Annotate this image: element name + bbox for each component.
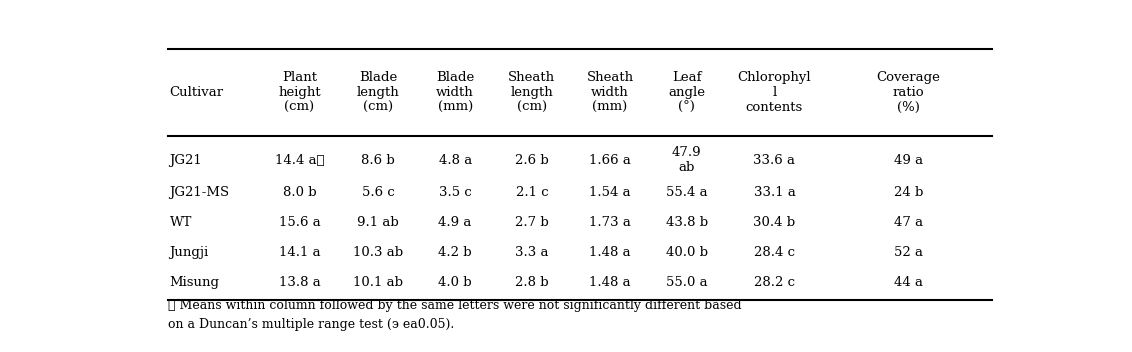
Text: 14.4 aᵺ: 14.4 aᵺ — [275, 153, 324, 166]
Text: Plant
height
(cm): Plant height (cm) — [278, 71, 320, 114]
Text: Blade
width
(mm): Blade width (mm) — [436, 71, 474, 114]
Text: JG21: JG21 — [170, 153, 203, 166]
Text: Misung: Misung — [170, 276, 220, 289]
Text: 9.1 ab: 9.1 ab — [358, 216, 400, 229]
Text: 49 a: 49 a — [893, 153, 923, 166]
Text: 3.3 a: 3.3 a — [515, 246, 549, 259]
Text: 1.54 a: 1.54 a — [589, 186, 631, 199]
Text: 33.6 a: 33.6 a — [754, 153, 796, 166]
Text: 13.8 a: 13.8 a — [278, 276, 320, 289]
Text: 28.2 c: 28.2 c — [754, 276, 795, 289]
Text: Coverage
ratio
(%): Coverage ratio (%) — [876, 71, 941, 114]
Text: 5.6 c: 5.6 c — [362, 186, 395, 199]
Text: 4.9 a: 4.9 a — [438, 216, 472, 229]
Text: 4.0 b: 4.0 b — [438, 276, 472, 289]
Text: 52 a: 52 a — [894, 246, 923, 259]
Text: 10.3 ab: 10.3 ab — [353, 246, 403, 259]
Text: 43.8 b: 43.8 b — [666, 216, 708, 229]
Text: 47 a: 47 a — [893, 216, 923, 229]
Text: 30.4 b: 30.4 b — [754, 216, 796, 229]
Text: 28.4 c: 28.4 c — [754, 246, 795, 259]
Text: 1.48 a: 1.48 a — [589, 276, 631, 289]
Text: JG21-MS: JG21-MS — [170, 186, 230, 199]
Text: Jungji: Jungji — [170, 246, 208, 259]
Text: Leaf
angle
(°): Leaf angle (°) — [668, 71, 705, 114]
Text: 55.0 a: 55.0 a — [666, 276, 708, 289]
Text: 2.7 b: 2.7 b — [515, 216, 549, 229]
Text: Sheath
width
(mm): Sheath width (mm) — [586, 71, 634, 114]
Text: Sheath
length
(cm): Sheath length (cm) — [508, 71, 556, 114]
Text: 4.8 a: 4.8 a — [438, 153, 472, 166]
Text: Chlorophyl
l
contents: Chlorophyl l contents — [738, 71, 812, 114]
Text: 2.6 b: 2.6 b — [515, 153, 549, 166]
Text: 1.66 a: 1.66 a — [589, 153, 631, 166]
Text: 1.48 a: 1.48 a — [589, 246, 631, 259]
Text: 24 b: 24 b — [893, 186, 923, 199]
Text: 1.73 a: 1.73 a — [589, 216, 631, 229]
Text: 10.1 ab: 10.1 ab — [353, 276, 403, 289]
Text: 47.9
ab: 47.9 ab — [672, 146, 702, 174]
Text: 44 a: 44 a — [894, 276, 923, 289]
Text: 4.2 b: 4.2 b — [438, 246, 472, 259]
Text: 3.5 c: 3.5 c — [439, 186, 472, 199]
Text: Cultivar: Cultivar — [170, 86, 224, 99]
Text: 8.0 b: 8.0 b — [283, 186, 316, 199]
Text: 14.1 a: 14.1 a — [278, 246, 320, 259]
Text: 2.8 b: 2.8 b — [515, 276, 549, 289]
Text: 2.1 c: 2.1 c — [515, 186, 548, 199]
Text: 15.6 a: 15.6 a — [278, 216, 320, 229]
Text: Blade
length
(cm): Blade length (cm) — [357, 71, 400, 114]
Text: 33.1 a: 33.1 a — [754, 186, 796, 199]
Text: WT: WT — [170, 216, 192, 229]
Text: 8.6 b: 8.6 b — [361, 153, 395, 166]
Text: ᵺ Means within column followed by the same letters were not significantly differ: ᵺ Means within column followed by the sa… — [168, 299, 741, 312]
Text: on a Duncan’s multiple range test (϶ ea0.05).: on a Duncan’s multiple range test (϶ ea0… — [168, 318, 454, 331]
Text: 40.0 b: 40.0 b — [666, 246, 708, 259]
Text: 55.4 a: 55.4 a — [666, 186, 708, 199]
